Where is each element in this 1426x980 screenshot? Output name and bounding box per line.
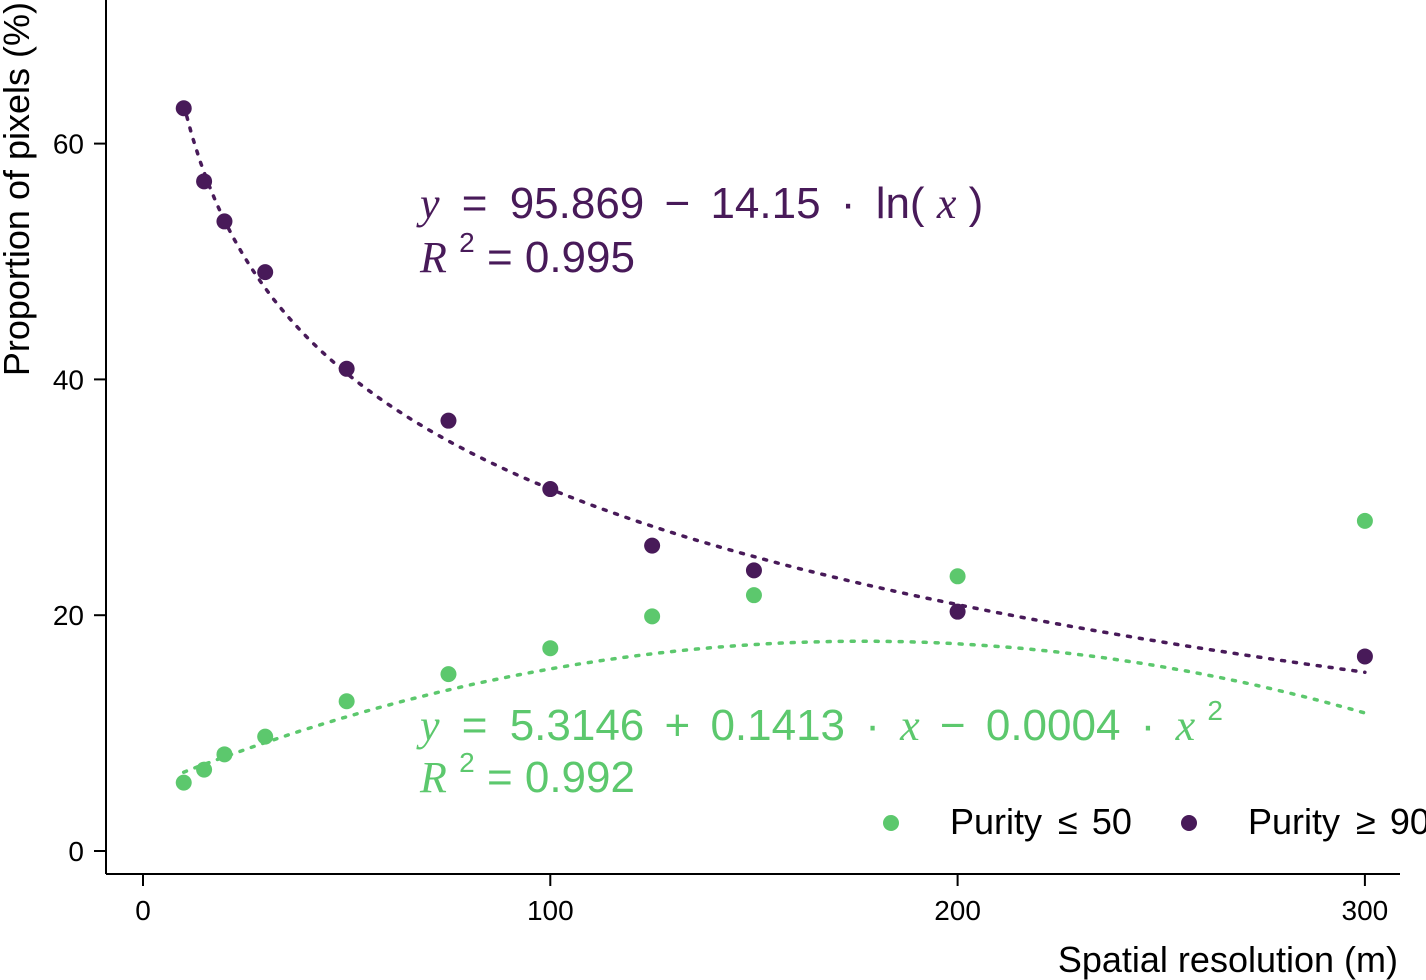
r2-superscript: 2 bbox=[459, 227, 475, 258]
legend-label-purity-90: Purity ≥ 90 bbox=[1248, 801, 1426, 842]
eq-close-paren: ) bbox=[969, 179, 984, 228]
legend-symbol: ≤ bbox=[1058, 801, 1078, 842]
data-point bbox=[196, 761, 213, 778]
eq-y-symbol: y bbox=[416, 179, 440, 228]
x-tick-label: 0 bbox=[135, 895, 151, 926]
data-point bbox=[338, 693, 355, 710]
data-point bbox=[196, 173, 213, 190]
y-tick-label: 60 bbox=[53, 129, 84, 160]
x-tick-label: 200 bbox=[934, 895, 981, 926]
data-point bbox=[216, 746, 233, 763]
data-points bbox=[175, 100, 1373, 791]
eq-linear-coef: 0.1413 bbox=[710, 701, 845, 750]
r2-superscript: 2 bbox=[459, 747, 475, 778]
eq-minus: − bbox=[665, 179, 691, 228]
trend-line bbox=[181, 639, 1367, 774]
data-point bbox=[949, 568, 966, 585]
x-axis-title: Spatial resolution (m) bbox=[1058, 939, 1398, 980]
legend-label-purity-50: Purity ≤ 50 bbox=[950, 801, 1132, 842]
data-point bbox=[1356, 648, 1373, 665]
eq-intercept: 95.869 bbox=[510, 179, 645, 228]
x-tick-label: 300 bbox=[1342, 895, 1389, 926]
data-point bbox=[175, 774, 192, 791]
eq-dot: · bbox=[865, 701, 880, 750]
eq-minus: − bbox=[940, 701, 966, 750]
legend-prefix: Purity bbox=[1248, 801, 1340, 842]
x-tick-label: 100 bbox=[527, 895, 574, 926]
data-point bbox=[644, 608, 661, 625]
y-axis-title: Proportion of pixels (%) bbox=[0, 2, 37, 376]
r2-label: R bbox=[419, 753, 447, 802]
data-point bbox=[644, 537, 661, 554]
data-point bbox=[257, 728, 274, 745]
legend: Purity ≤ 50 Purity ≥ 90 bbox=[883, 801, 1426, 842]
r2-value: = 0.992 bbox=[487, 753, 635, 802]
data-point bbox=[542, 640, 559, 657]
eq-x-symbol: x bbox=[1175, 701, 1196, 750]
trend-line bbox=[181, 103, 1367, 675]
data-point bbox=[542, 481, 559, 498]
eq-equals: = bbox=[462, 179, 488, 228]
data-point bbox=[440, 412, 457, 429]
r2-purity-90: R 2 = 0.995 bbox=[419, 213, 635, 282]
data-point bbox=[440, 666, 457, 683]
data-point bbox=[949, 603, 966, 620]
data-point bbox=[216, 213, 233, 230]
data-point bbox=[338, 360, 355, 377]
y-tick-label: 20 bbox=[53, 600, 84, 631]
legend-value: 90 bbox=[1390, 801, 1426, 842]
legend-value: 50 bbox=[1092, 801, 1132, 842]
legend-marker-purity-90 bbox=[1181, 815, 1197, 831]
equation-purity-50: y = 5.3146 + 0.1413 · x − 0.0004 · x 2 bbox=[416, 695, 1223, 750]
trend-lines bbox=[181, 103, 1367, 774]
y-tick-label: 40 bbox=[53, 364, 84, 395]
equation-purity-90: y = 95.869 − 14.15 · ln( x ) bbox=[416, 179, 983, 228]
eq-dot: · bbox=[841, 179, 856, 228]
data-point bbox=[745, 562, 762, 579]
legend-symbol: ≥ bbox=[1356, 801, 1376, 842]
eq-quadratic-coef: 0.0004 bbox=[986, 701, 1121, 750]
data-point bbox=[1356, 512, 1373, 529]
eq-x-symbol: x bbox=[936, 179, 957, 228]
legend-marker-purity-50 bbox=[883, 815, 899, 831]
data-point bbox=[745, 587, 762, 604]
eq-x-symbol: x bbox=[899, 701, 920, 750]
eq-plus: + bbox=[665, 701, 691, 750]
eq-coefficient: 14.15 bbox=[710, 179, 820, 228]
y-tick-label: 0 bbox=[68, 836, 84, 867]
axis-ticks: 0 100 200 300 0 20 40 60 bbox=[53, 129, 1388, 926]
r2-value: = 0.995 bbox=[487, 233, 635, 282]
eq-equals: = bbox=[462, 701, 488, 750]
eq-dot: · bbox=[1141, 701, 1156, 750]
eq-y-symbol: y bbox=[416, 701, 440, 750]
r2-purity-50: R 2 = 0.992 bbox=[419, 733, 635, 802]
eq-intercept: 5.3146 bbox=[510, 701, 645, 750]
eq-ln: ln( bbox=[876, 179, 925, 228]
data-point bbox=[257, 264, 274, 281]
eq-x-superscript: 2 bbox=[1207, 695, 1223, 726]
r2-label: R bbox=[419, 233, 447, 282]
legend-prefix: Purity bbox=[950, 801, 1042, 842]
data-point bbox=[175, 100, 192, 117]
